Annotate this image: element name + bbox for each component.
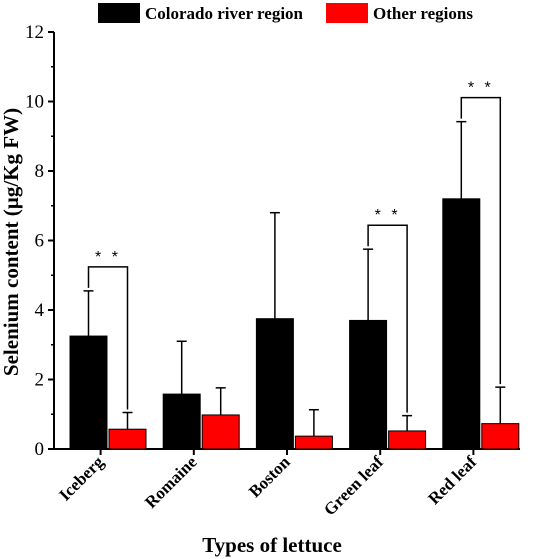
x-tick-label: Romaine xyxy=(141,452,201,512)
significance-bracket xyxy=(367,224,408,413)
y-tick-label: 12 xyxy=(25,22,44,43)
y-tick-label: 2 xyxy=(35,370,45,391)
bar xyxy=(108,428,147,450)
legend-label-colorado: Colorado river region xyxy=(145,4,304,23)
legend-swatch-colorado xyxy=(98,3,140,23)
bar xyxy=(69,335,108,450)
y-tick-label: 6 xyxy=(35,231,45,252)
bar xyxy=(442,198,481,450)
x-tick-label: Green leaf xyxy=(320,452,387,519)
significance-label: * * xyxy=(95,249,121,266)
y-tick-label: 4 xyxy=(35,300,45,321)
y-tick-label: 8 xyxy=(35,161,45,182)
x-tick-label: Iceberg xyxy=(55,452,108,505)
x-tick-label: Boston xyxy=(245,452,294,501)
bar xyxy=(349,319,388,450)
significance-bracket xyxy=(87,266,129,410)
y-axis-title: Selenium content (µg/Kg FW) xyxy=(0,108,23,376)
bar xyxy=(162,393,201,450)
legend-swatch-other xyxy=(326,3,368,23)
significance-label: * * xyxy=(468,80,494,97)
y-tick-label: 10 xyxy=(25,92,44,113)
y-tick-label: 0 xyxy=(35,439,45,460)
x-axis-title: Types of lettuce xyxy=(202,533,342,557)
legend-label-other: Other regions xyxy=(373,4,473,23)
bar xyxy=(388,430,427,450)
significance-bracket xyxy=(460,96,502,385)
bar xyxy=(201,414,240,450)
x-tick-label: Red leaf xyxy=(424,452,480,508)
bar xyxy=(294,435,333,450)
legend: Colorado river region Other regions xyxy=(98,3,473,23)
bar xyxy=(255,318,294,450)
bar xyxy=(481,423,520,450)
significance-label: * * xyxy=(375,207,401,224)
